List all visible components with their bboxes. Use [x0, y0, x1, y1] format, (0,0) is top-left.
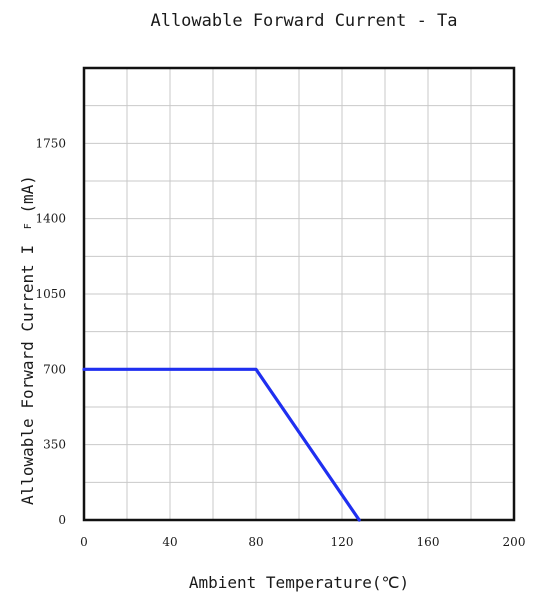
x-tick-label: 40 — [162, 535, 177, 549]
grid-lines — [84, 68, 514, 520]
x-axis-label: Ambient Temperature(℃) — [189, 573, 409, 592]
x-tick-label: 120 — [331, 535, 354, 549]
x-tick-label: 200 — [503, 535, 526, 549]
y-tick-label: 700 — [43, 362, 66, 376]
y-axis-label-subscript: F — [23, 223, 34, 229]
x-tick-label: 0 — [80, 535, 88, 549]
series-layer — [82, 367, 361, 522]
y-axis-label: Allowable Forward Current I F (mA) — [16, 175, 37, 505]
chart-title: Allowable Forward Current - Ta — [150, 11, 457, 31]
y-tick-label: 0 — [58, 513, 66, 527]
series-line — [82, 367, 361, 522]
y-tick-label: 1050 — [35, 287, 66, 301]
y-tick-label: 350 — [43, 438, 66, 452]
x-tick-label: 80 — [248, 535, 263, 549]
x-tick-label: 160 — [417, 535, 440, 549]
plot-area-frame — [82, 66, 516, 522]
y-axis-label-main: Allowable Forward Current I — [18, 245, 37, 505]
x-tick-labels: 0 40 80 120 160 200 — [80, 535, 525, 549]
y-axis-label-group: Allowable Forward Current I F (mA) — [16, 175, 37, 505]
y-tick-labels: 0 350 700 1050 1400 1750 — [35, 136, 66, 527]
y-axis-label-unit: (mA) — [18, 175, 37, 214]
y-tick-label: 1750 — [35, 136, 66, 150]
y-tick-label: 1400 — [35, 212, 66, 226]
